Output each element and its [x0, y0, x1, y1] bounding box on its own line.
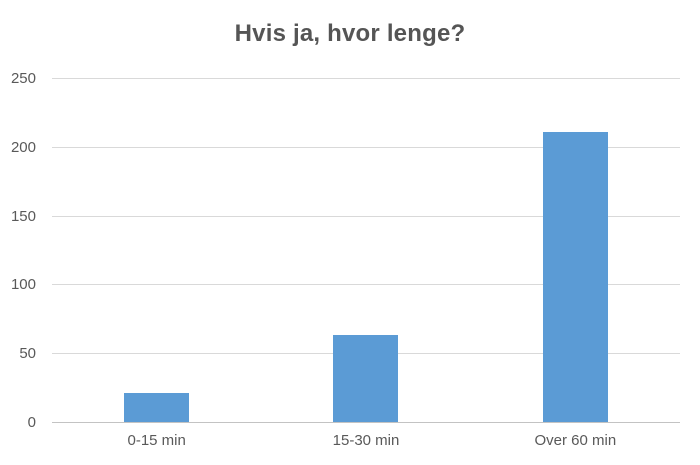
gridline-100	[52, 284, 680, 286]
bar-column	[261, 78, 470, 422]
gridline-200	[52, 146, 680, 148]
y-tick-label-100: 100	[10, 276, 36, 294]
x-axis-labels: 0-15 min 15-30 min Over 60 min	[52, 432, 680, 449]
bar-column	[52, 78, 261, 422]
y-tick-label-0: 0	[27, 414, 36, 431]
gridline-0	[52, 422, 680, 423]
gridline-250	[52, 78, 680, 79]
x-tick-label-15-30-min: 15-30 min	[332, 432, 400, 449]
plot-area	[52, 78, 680, 423]
y-tick-label-200: 200	[10, 138, 36, 156]
bar-15-30-min	[333, 335, 399, 422]
bars-layer	[52, 78, 680, 422]
bar-column	[471, 78, 680, 422]
bar-0-15-min	[124, 393, 190, 422]
gridline-150	[52, 215, 680, 217]
y-tick-label-250: 250	[10, 70, 36, 87]
y-tick-label-50: 50	[19, 345, 36, 363]
x-tick-label-over-60-min: Over 60 min	[534, 432, 617, 449]
bar-over-60-min	[542, 131, 608, 422]
x-tick-label-0-15-min: 0-15 min	[127, 432, 186, 449]
chart-title: Hvis ja, hvor lenge?	[234, 20, 466, 47]
y-tick-label-150: 150	[10, 207, 36, 225]
